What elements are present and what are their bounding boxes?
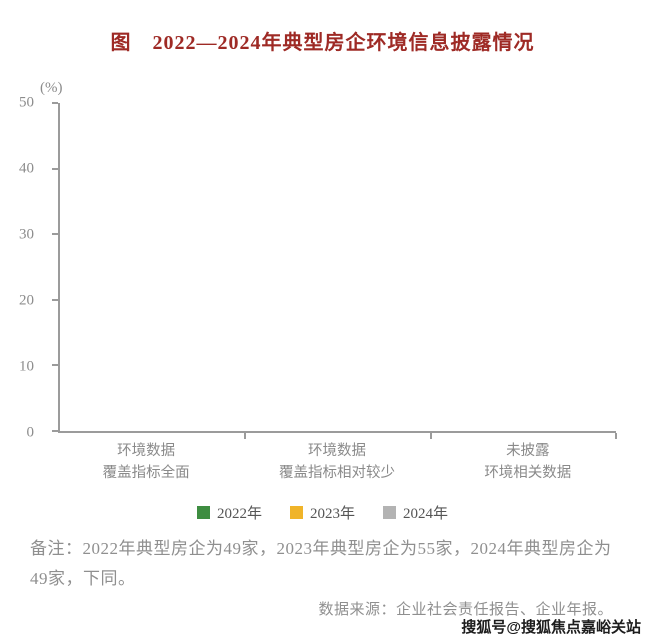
y-tick-label: 10 <box>19 358 34 375</box>
category-label: 未披露 环境相关数据 <box>484 443 572 481</box>
bars-row <box>60 103 616 431</box>
chart-legend: 2022年 2023年 2024年 <box>0 502 645 523</box>
legend-swatch <box>383 506 396 519</box>
y-axis-unit-label: (%) <box>40 80 63 96</box>
y-tick-label: 0 <box>26 424 35 441</box>
x-tick-mark <box>244 433 247 439</box>
legend-item-2023年: 2023年 <box>289 502 355 523</box>
legend-swatch <box>196 506 210 519</box>
y-tick-mark <box>52 233 58 236</box>
y-tick-mark <box>52 430 58 432</box>
legend-label: 2023年 <box>309 506 355 522</box>
y-tick-label: 40 <box>19 160 34 177</box>
legend-swatch <box>289 506 303 519</box>
y-tick-mark <box>52 298 58 301</box>
plot-area <box>52 102 617 439</box>
y-tick-label: 50 <box>19 94 34 111</box>
y-tick-mark <box>52 167 58 170</box>
x-axis-category-labels: 环境数据 覆盖指标全面 环境数据 覆盖指标相对较少 未披露 环境相关数据 <box>58 441 616 485</box>
watermark-text: 搜狐号@搜狐焦点嘉峪关站 <box>461 619 641 636</box>
remark-note: 备注：2022年典型房企为49家，2023年典型房企为55家，2024年典型房企… <box>30 539 612 588</box>
y-tick-label: 30 <box>19 226 34 243</box>
y-tick-label: 20 <box>19 292 34 309</box>
legend-item-2022年: 2022年 <box>196 502 262 523</box>
legend-label: 2024年 <box>403 506 449 522</box>
x-tick-mark <box>615 433 617 439</box>
y-tick-mark <box>52 102 58 104</box>
y-axis-tick-labels: 0 10 20 30 40 50 <box>0 95 48 441</box>
legend-item-2024年: 2024年 <box>383 502 448 523</box>
x-tick-mark <box>429 433 432 439</box>
category-label: 环境数据 覆盖指标全面 <box>102 443 190 481</box>
y-tick-mark <box>52 364 58 367</box>
legend-label: 2022年 <box>216 506 262 522</box>
category-label: 环境数据 覆盖指标相对较少 <box>278 443 395 481</box>
data-source-note: 数据来源：企业社会责任报告、企业年报。 <box>318 602 613 618</box>
chart-title: 图 2022—2024年典型房企环境信息披露情况 <box>110 32 535 54</box>
